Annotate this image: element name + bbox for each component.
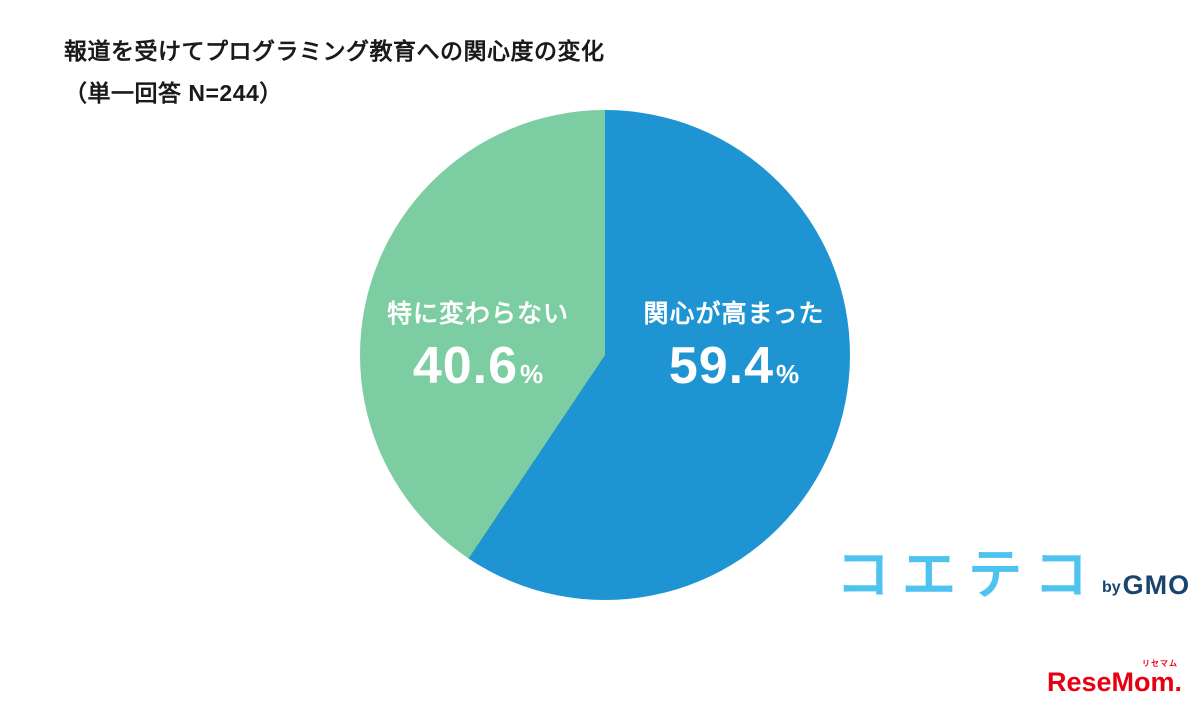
coeteco-wordmark: コエテコ bbox=[836, 545, 1100, 605]
chart-subtitle: （単一回答 N=244） bbox=[64, 80, 283, 106]
by-gmo-gmo-text: GMO bbox=[1122, 570, 1191, 600]
by-gmo-logo: by GMO bbox=[1102, 572, 1190, 599]
chart-title: 報道を受けてプログラミング教育への関心度の変化 bbox=[64, 38, 605, 64]
slice-unchanged-unit: % bbox=[520, 359, 544, 389]
resemom-ruby-text: リセマム bbox=[1142, 659, 1178, 668]
slice-increased-unit: % bbox=[776, 359, 800, 389]
resemom-wordmark: ReseMom. bbox=[1046, 667, 1182, 697]
by-gmo-by-text: by bbox=[1102, 579, 1121, 596]
slice-unchanged-value: 40.6 bbox=[412, 337, 519, 395]
slice-increased-value: 59.4 bbox=[668, 337, 775, 395]
slice-unchanged-label: 特に変わらない bbox=[386, 300, 569, 328]
pie-slice-label-increased: 関心が高まった 59.4% bbox=[624, 294, 844, 392]
coeteco-logo: コエテコ by GMO bbox=[836, 548, 1190, 602]
pie-slice-label-unchanged: 特に変わらない 40.6% bbox=[368, 294, 588, 392]
slice-increased-label: 関心が高まった bbox=[643, 300, 825, 328]
slice-increased-value-row: 59.4% bbox=[624, 340, 844, 392]
slice-unchanged-value-row: 40.6% bbox=[368, 340, 588, 392]
pie-chart bbox=[360, 110, 850, 600]
resemom-logo: リセマム ReseMom. bbox=[1047, 658, 1182, 696]
